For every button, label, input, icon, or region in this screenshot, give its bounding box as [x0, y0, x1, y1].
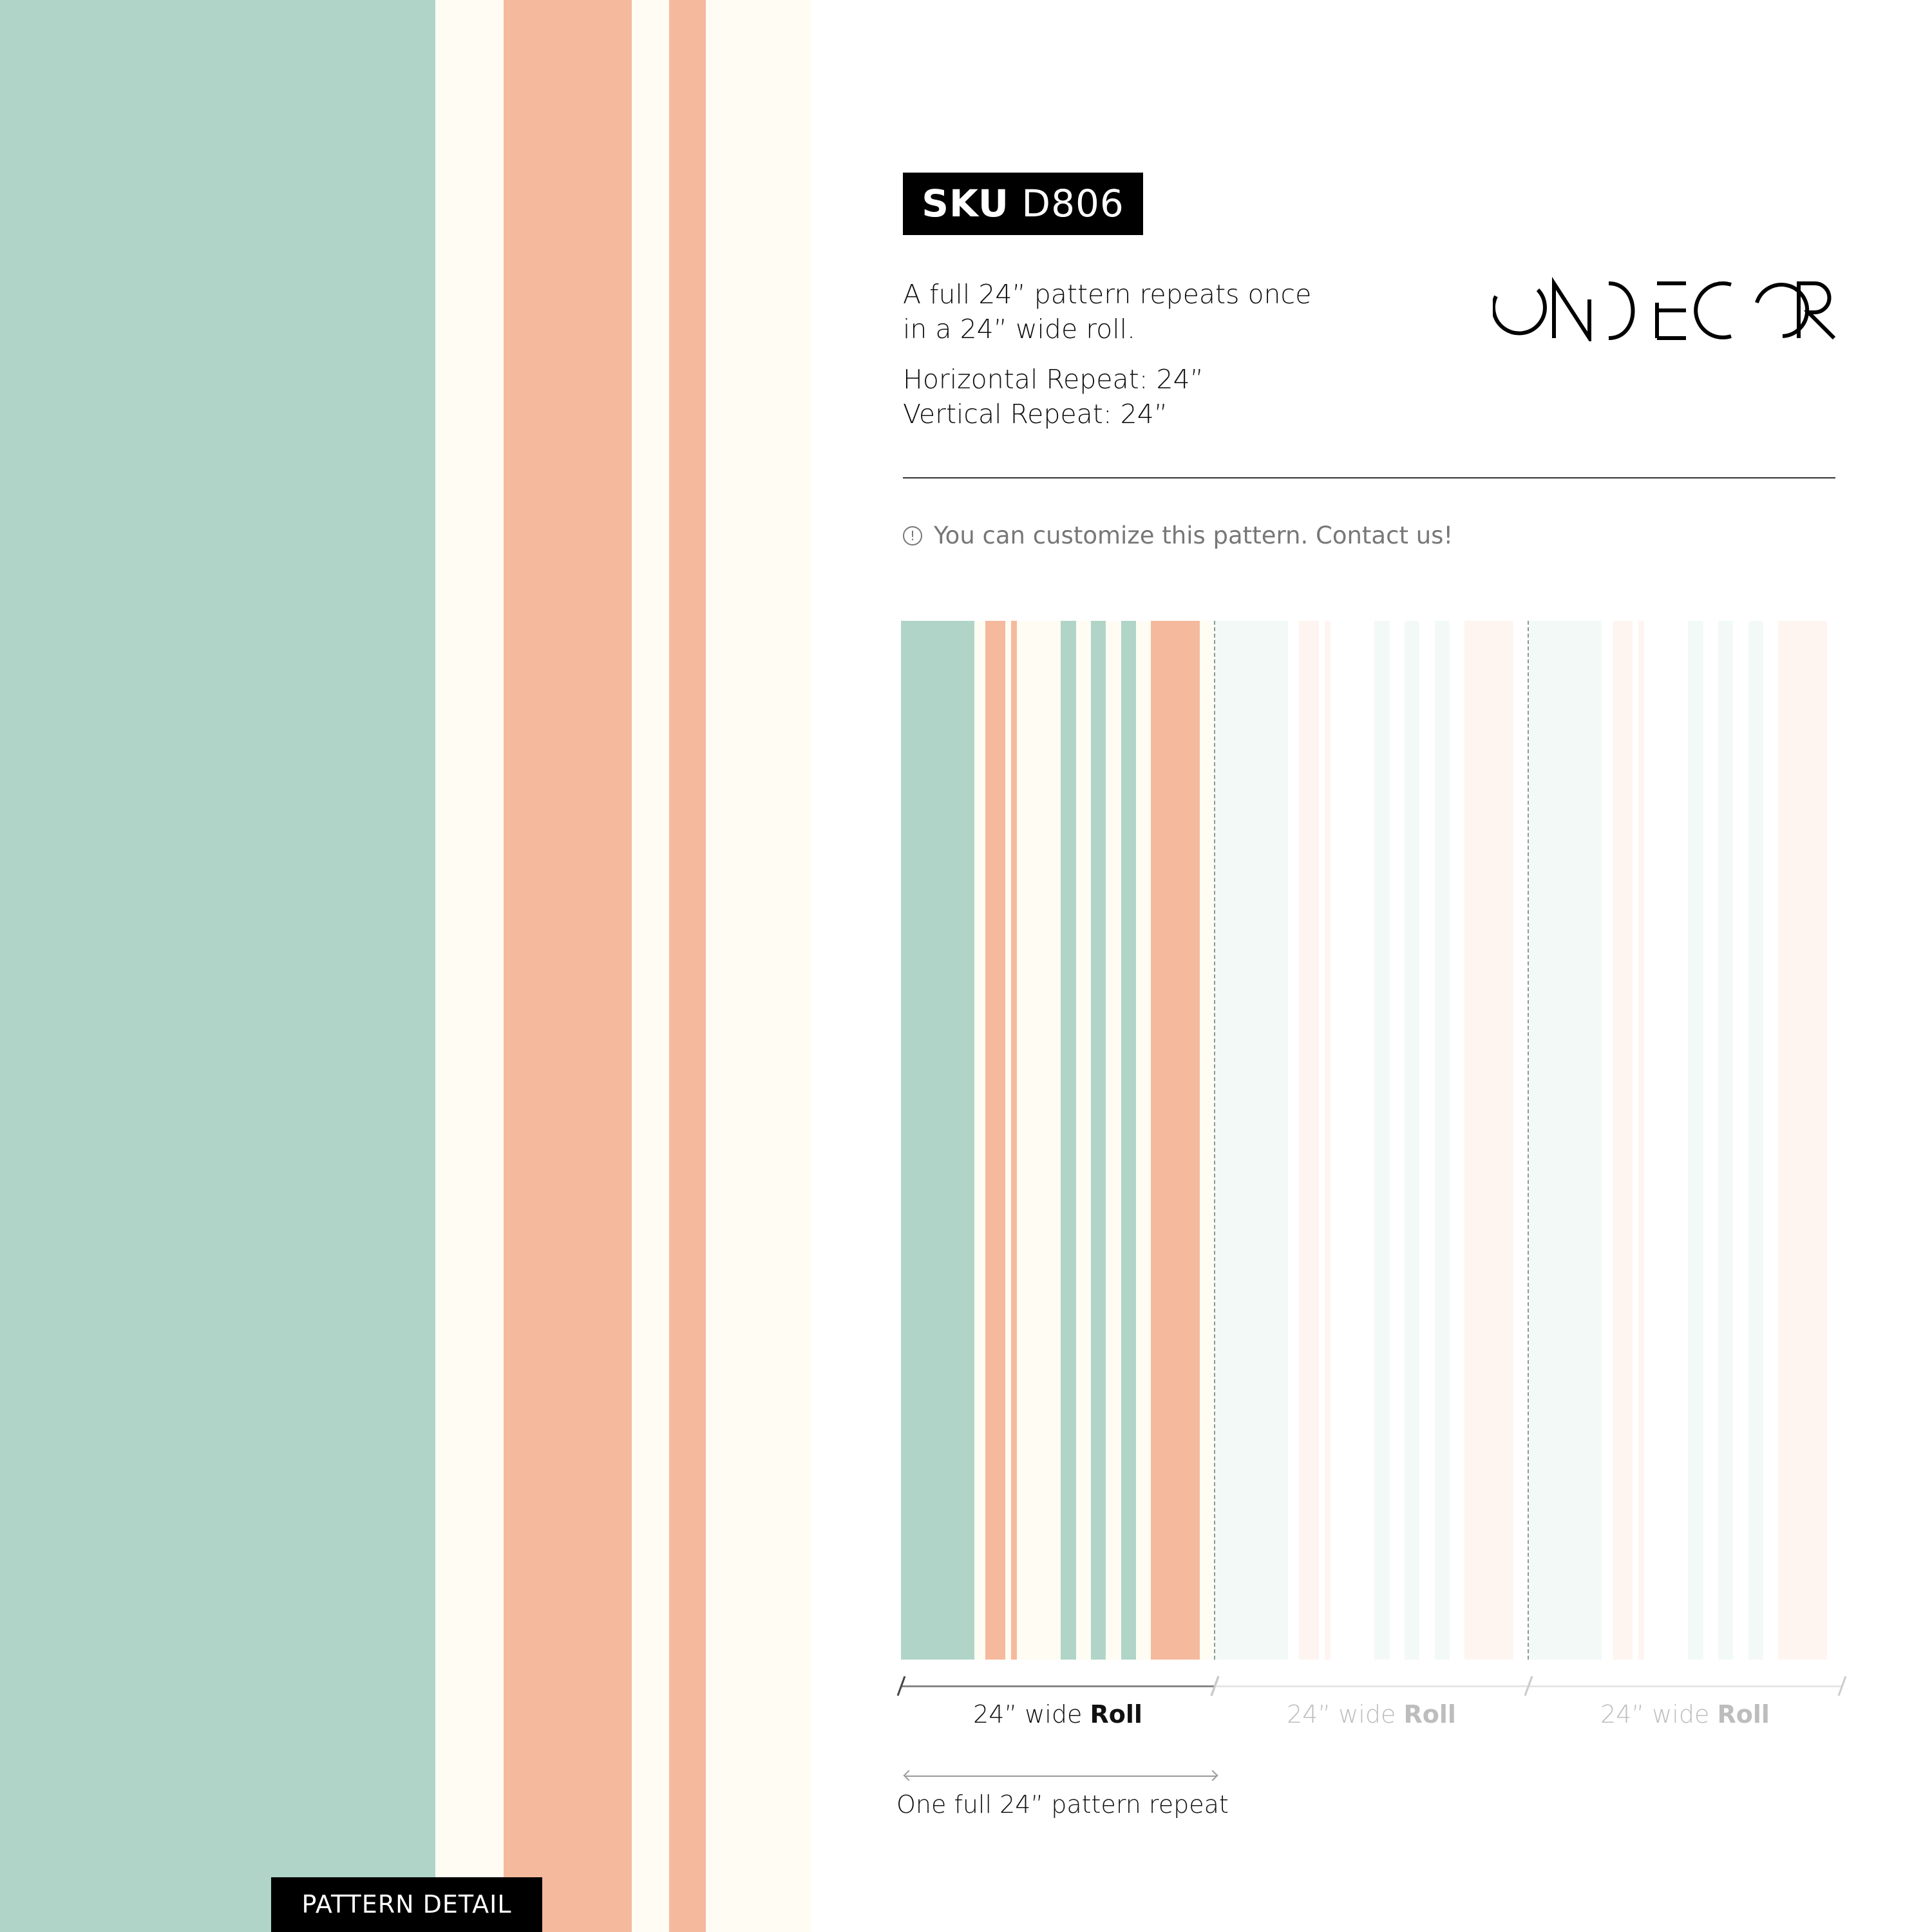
stripe-teal	[1091, 621, 1106, 1660]
roll-label-prefix: 24” wide	[1287, 1700, 1404, 1728]
description-line-1: A full 24” pattern repeats once	[903, 279, 1312, 310]
stripe-salmon	[1613, 621, 1633, 1660]
horizontal-repeat: Horizontal Repeat: 24”	[903, 364, 1204, 395]
stripe-salmon	[985, 621, 1005, 1660]
detail-stripe-salmon	[504, 0, 632, 1932]
stripe-teal	[1435, 621, 1450, 1660]
roll-label: 24” wide Roll	[1528, 1700, 1842, 1728]
detail-stripe-teal	[0, 0, 435, 1932]
roll-width-ruler	[901, 1685, 1215, 1687]
roll-seam	[1214, 621, 1215, 1660]
stripe-teal	[1061, 621, 1076, 1660]
roll-2	[1215, 621, 1528, 1660]
stripe-salmon	[1299, 621, 1319, 1660]
description-line-2: in a 24” wide roll.	[903, 314, 1136, 345]
pattern-repeat-label: One full 24” pattern repeat	[896, 1790, 1229, 1819]
roll-1	[901, 621, 1215, 1660]
stripe-salmon	[1778, 621, 1827, 1660]
stripe-teal	[1748, 621, 1763, 1660]
detail-stripe-cream	[435, 0, 504, 1932]
detail-stripe-cream	[706, 0, 811, 1932]
pattern-detail-panel	[0, 0, 811, 1932]
roll-label-prefix: 24” wide	[973, 1700, 1090, 1728]
stripe-salmon	[1464, 621, 1513, 1660]
pattern-repeat-arrow	[905, 1776, 1217, 1777]
sku-code: D806	[1021, 182, 1124, 225]
roll-label-bold: Roll	[1090, 1700, 1142, 1728]
stripe-teal	[1405, 621, 1419, 1660]
stripe-teal	[1121, 621, 1136, 1660]
roll-width-ruler	[1528, 1685, 1842, 1687]
vertical-repeat: Vertical Repeat: 24”	[903, 399, 1168, 430]
stripe-teal	[901, 621, 974, 1660]
pattern-detail-label: PATTERN DETAIL	[271, 1877, 542, 1932]
info-circle-icon: !	[903, 526, 922, 545]
roll-label: 24” wide Roll	[901, 1700, 1215, 1728]
ondecor-logo	[1493, 277, 1836, 341]
detail-stripe-salmon	[669, 0, 706, 1932]
detail-stripe-cream	[632, 0, 669, 1932]
divider	[903, 477, 1835, 478]
repeat-description: A full 24” pattern repeats once in a 24”…	[903, 277, 1311, 346]
roll-label-prefix: 24” wide	[1600, 1700, 1718, 1728]
roll-label-bold: Roll	[1403, 1700, 1456, 1728]
stripe-salmon	[1325, 621, 1331, 1660]
roll-width-ruler	[1215, 1685, 1528, 1687]
customize-text: You can customize this pattern. Contact …	[934, 522, 1454, 549]
sku-badge: SKU D806	[903, 173, 1143, 235]
stripe-salmon	[1638, 621, 1644, 1660]
customize-note[interactable]: ! You can customize this pattern. Contac…	[903, 522, 1453, 549]
repeat-specs: Horizontal Repeat: 24” Vertical Repeat: …	[903, 362, 1204, 431]
stripe-teal	[1215, 621, 1288, 1660]
stripe-salmon	[1011, 621, 1017, 1660]
roll-preview	[901, 621, 1859, 1660]
stripe-teal	[1374, 621, 1390, 1660]
roll-3	[1528, 621, 1842, 1660]
sku-label: SKU	[922, 182, 1009, 225]
roll-seam	[1528, 621, 1529, 1660]
stripe-teal	[1718, 621, 1733, 1660]
roll-label-bold: Roll	[1717, 1700, 1770, 1728]
stripe-salmon	[1151, 621, 1200, 1660]
stripe-teal	[1688, 621, 1703, 1660]
stripe-teal	[1528, 621, 1602, 1660]
roll-label: 24” wide Roll	[1215, 1700, 1528, 1728]
